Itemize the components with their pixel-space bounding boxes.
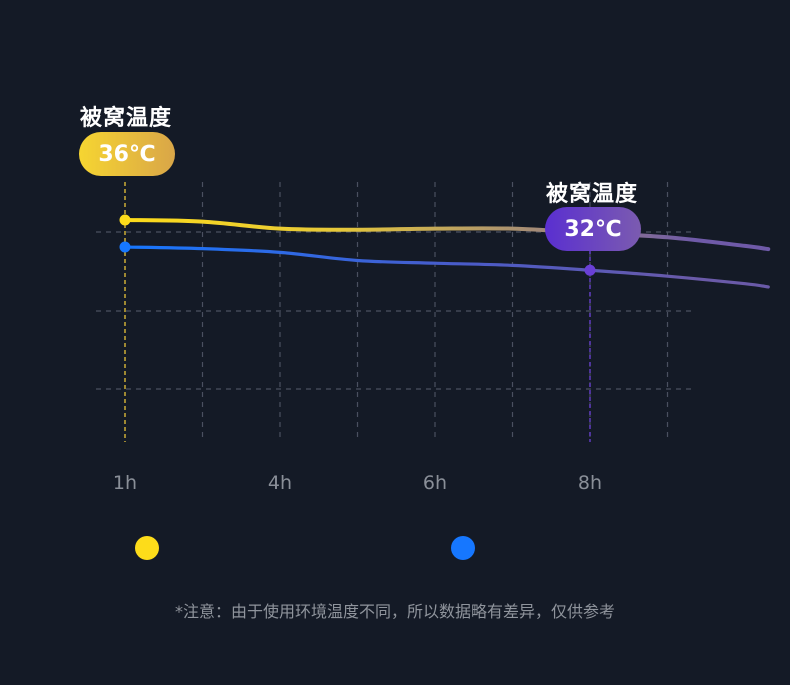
x-tick-labels: 1h 4h 6h 8h	[113, 472, 602, 494]
x-tick-6h: 6h	[423, 472, 447, 494]
series-line-blue	[123, 245, 770, 289]
callout-right-label: 被窝温度	[546, 182, 639, 207]
callout-left-label: 被窝温度	[80, 106, 173, 131]
x-tick-4h: 4h	[268, 472, 292, 494]
callout-left-value: 36℃	[79, 132, 175, 176]
marker-yellow-1	[119, 214, 131, 226]
x-tick-1h: 1h	[113, 472, 137, 494]
footnote: *注意：由于使用环境温度不同，所以数据略有差异，仅供参考	[174, 602, 615, 621]
marker-blue-1	[119, 241, 131, 253]
callout-right-value: 32℃	[545, 207, 641, 251]
marker-blue-7	[584, 264, 596, 276]
grid	[96, 182, 694, 442]
series-line-yellow	[123, 218, 771, 252]
x-tick-8h: 8h	[578, 472, 602, 494]
legend-dot-blue	[451, 536, 475, 560]
temperature-line-chart: 1h 4h 6h 8h	[96, 182, 771, 494]
legend-dot-yellow	[135, 536, 159, 560]
series-lines	[123, 218, 771, 289]
